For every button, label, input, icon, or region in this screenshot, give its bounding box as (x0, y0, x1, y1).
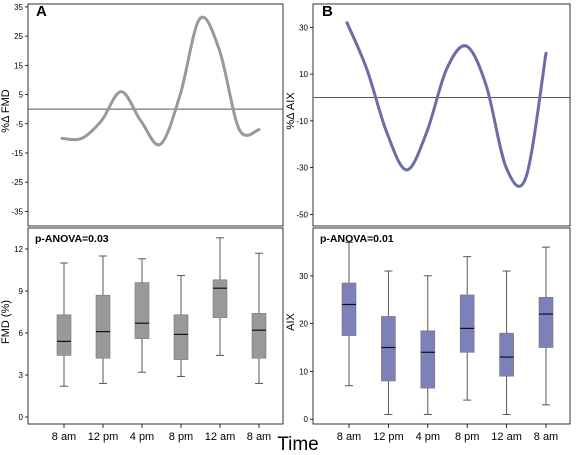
a-box-ytick-label: 0 (19, 413, 24, 422)
a-box-xtick-label: 8 am (52, 431, 76, 443)
b-box-xtick-label: 8 pm (455, 431, 479, 443)
a-box-ytick-label: 6 (19, 329, 24, 338)
a-box-xtick-label: 8 am (247, 431, 271, 443)
b-line-ytick-label: 10 (299, 70, 308, 79)
b-box-ytick-label: 20 (299, 320, 308, 329)
b-box-ytick-label: 30 (299, 272, 308, 281)
a-box-xtick-label: 4 pm (130, 431, 154, 443)
panel-a-label: A (36, 3, 47, 20)
b-line-ytick-label: -50 (296, 210, 308, 219)
a-line-series-curve (60, 15, 261, 147)
b-line-ytick-label: -10 (296, 117, 308, 126)
b-box-ytick-label: 0 (304, 415, 309, 424)
a-box-p-value-annotation: p-ANOVA=0.03 (35, 233, 109, 245)
a-line-ytick-label: 15 (14, 61, 23, 70)
b-box-ytick-label: 10 (299, 367, 308, 376)
a-box-ytick-label: 12 (14, 245, 23, 254)
b-line-ylabel: %Δ AIX (285, 92, 297, 130)
b-box-ylabel: AIX (285, 312, 297, 330)
panel-b-label: B (322, 3, 333, 20)
b-box-p-value-annotation: p-ANOVA=0.01 (320, 233, 394, 245)
b-box-frame (312, 227, 571, 425)
b-box-xtick-label: 8 am (534, 431, 558, 443)
b-box-iqr-box (538, 297, 554, 348)
b-box-xtick-label: 12 am (491, 431, 522, 443)
b-box-xtick-label: 4 pm (416, 431, 440, 443)
a-line-frame (27, 3, 284, 227)
a-box-iqr-box (251, 313, 267, 359)
a-box-ytick-label: 3 (19, 371, 24, 380)
b-line-ytick-label: -30 (296, 164, 308, 173)
b-line-frame (312, 3, 571, 227)
a-box-xtick-label: 8 pm (169, 431, 193, 443)
a-box-ytick-label: 9 (19, 287, 24, 296)
b-box-iqr-box (499, 332, 514, 377)
a-line-ytick-label: -15 (11, 149, 23, 158)
a-line-ytick-label: 35 (14, 3, 23, 12)
b-box-iqr-box (341, 282, 357, 336)
a-box-ylabel: FMD (%) (0, 300, 12, 344)
b-line-ytick-label: 30 (299, 23, 308, 32)
b-line-series-curve (345, 21, 548, 188)
a-box-xtick-label: 12 pm (88, 431, 119, 443)
a-line-ylabel: %Δ FMD (0, 89, 12, 132)
a-line-ytick-label: -35 (11, 207, 23, 216)
a-box-xtick-label: 12 am (205, 431, 236, 443)
a-box-iqr-box (212, 279, 228, 318)
a-box-iqr-box (95, 294, 111, 359)
a-box-iqr-box (56, 314, 72, 356)
b-box-iqr-box (459, 294, 475, 353)
b-box-iqr-box (420, 330, 436, 389)
a-line-ytick-label: -25 (11, 178, 23, 187)
a-box-frame (27, 227, 284, 425)
b-box-iqr-box (381, 316, 396, 382)
a-box-iqr-box (134, 282, 150, 339)
a-line-ytick-label: -5 (16, 120, 24, 129)
b-box-xtick-label: 12 pm (373, 431, 404, 443)
x-axis-title: Time (277, 434, 319, 455)
a-line-ytick-label: 5 (19, 91, 24, 100)
a-line-ytick-label: 25 (14, 32, 23, 41)
b-box-xtick-label: 8 am (337, 431, 361, 443)
a-box-iqr-box (173, 314, 189, 360)
